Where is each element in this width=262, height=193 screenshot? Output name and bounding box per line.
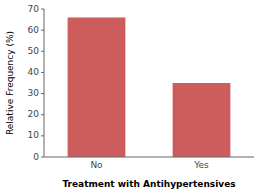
y-axis-label: Relative Frequency (%) (5, 31, 15, 135)
y-tick-label: 60 (28, 25, 40, 35)
x-axis-line (44, 157, 254, 158)
bars (68, 17, 231, 157)
bar (173, 83, 231, 157)
y-tick-label: 20 (28, 109, 40, 119)
x-tick-label: No (90, 160, 103, 170)
y-tick-label: 0 (33, 152, 39, 162)
y-tick-label: 10 (28, 130, 40, 140)
x-axis: No Yes (90, 160, 209, 170)
y-axis: 0 10 20 30 40 50 60 70 (28, 4, 44, 162)
chart-svg: 0 10 20 30 40 50 60 70 No Yes Treatment with Antih… (0, 0, 262, 193)
x-tick-label: Yes (193, 160, 209, 170)
y-tick-label: 50 (28, 46, 40, 56)
x-axis-label: Treatment with Antihypertensives (62, 179, 235, 189)
y-tick-label: 40 (28, 67, 40, 77)
y-axis-line (44, 9, 45, 157)
y-tick-label: 30 (28, 88, 40, 98)
y-tick-label: 70 (28, 4, 40, 14)
chart-container: 0 10 20 30 40 50 60 70 No Yes Treatment with Antih… (0, 0, 262, 193)
bar (68, 17, 126, 157)
